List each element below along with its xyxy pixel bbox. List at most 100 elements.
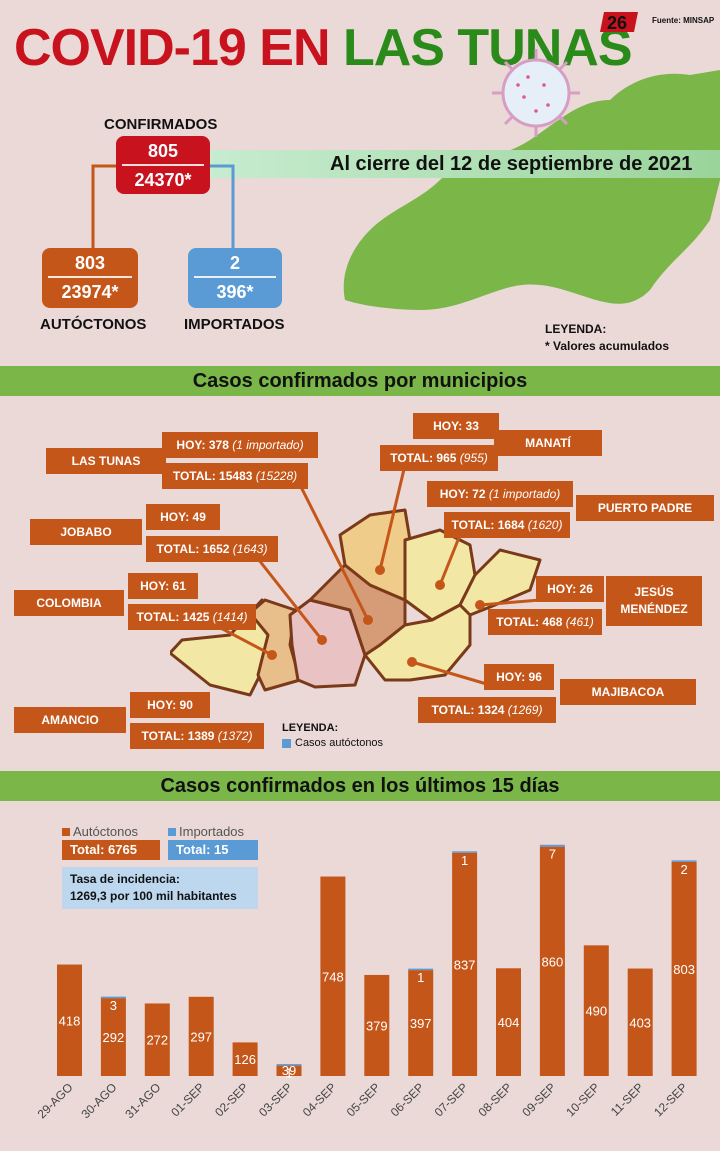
bar-autoctonos [627, 968, 653, 1076]
total-value: TOTAL: 965 [390, 451, 457, 465]
x-tick-label: 29-AGO [35, 1080, 76, 1121]
hoy-note: (1 importado) [488, 487, 561, 501]
total-value: TOTAL: 468 [496, 615, 563, 629]
data-label-autoctonos: 39 [282, 1063, 296, 1078]
page-title: COVID-19 EN LAS TUNAS [14, 18, 633, 78]
data-label-importados: 1 [417, 970, 424, 985]
data-label-importados: 1 [461, 853, 468, 868]
x-tick-label: 09-SEP [519, 1080, 558, 1119]
data-label-autoctonos: 490 [585, 1004, 607, 1019]
legend-label-importados: Importados [179, 824, 245, 839]
logo-text: 26 [607, 13, 627, 33]
total-importados-box: Total: 15 [168, 840, 258, 860]
data-label-autoctonos: 297 [190, 1029, 212, 1044]
municipio-name-amancio: AMANCIO [14, 707, 126, 733]
hoy-value: HOY: 378 [176, 438, 229, 452]
data-label-importados: 3 [110, 998, 117, 1013]
bar-importados [539, 844, 565, 847]
x-tick-label: 02-SEP [212, 1080, 251, 1119]
map-legend-text: Casos autóctonos [295, 737, 384, 749]
municipio-total-puerto-padre: TOTAL: 1684 (1620) [444, 512, 570, 538]
total-value: TOTAL: 1425 [136, 610, 210, 624]
municipio-total-amancio: TOTAL: 1389 (1372) [130, 723, 264, 749]
municipio-name-colombia: COLOMBIA [14, 590, 124, 616]
municipio-total-jobabo: TOTAL: 1652 (1643) [146, 536, 278, 562]
data-label-autoctonos: 418 [59, 1013, 81, 1028]
name-line-2: MENÉNDEZ [620, 602, 688, 616]
municipio-total-manati: TOTAL: 965 (955) [380, 445, 498, 471]
bar-autoctonos [276, 1065, 302, 1076]
date-banner [210, 150, 720, 178]
total-note: (955) [459, 451, 488, 465]
data-label-autoctonos: 803 [673, 962, 695, 977]
total-value: TOTAL: 1684 [451, 518, 525, 532]
bar-autoctonos [100, 998, 126, 1076]
bar-autoctonos [671, 861, 697, 1076]
bar-autoctonos [408, 970, 434, 1076]
total-autoctonos-box: Total: 6765 [62, 840, 160, 860]
bar-autoctonos [496, 968, 521, 1076]
bar-autoctonos [364, 974, 390, 1076]
total-value: TOTAL: 1389 [141, 729, 215, 743]
x-tick-label: 08-SEP [475, 1080, 514, 1119]
hoy-note: (1 importado) [232, 438, 304, 452]
bar-autoctonos [452, 852, 478, 1076]
data-label-importados: 7 [549, 847, 556, 862]
x-tick-label: 03-SEP [256, 1080, 295, 1119]
total-note: (1372) [217, 729, 253, 743]
total-note: (1414) [212, 610, 248, 624]
legend-swatch-importados [168, 828, 176, 836]
municipios-heading: Casos confirmados por municipios [0, 366, 720, 396]
confirmed-label: CONFIRMADOS [104, 116, 218, 133]
summary-legend-text: * Valores acumulados [545, 339, 670, 353]
map-legend-title: LEYENDA: [282, 722, 339, 734]
municipio-total-las-tunas: TOTAL: 15483 (15228) [162, 463, 308, 489]
chart-heading: Casos confirmados en los últimos 15 días [0, 771, 720, 801]
bar-autoctonos [320, 876, 346, 1076]
data-label-autoctonos: 837 [454, 957, 476, 972]
municipio-hoy-majibacoa: HOY: 96 [484, 664, 554, 690]
total-value: TOTAL: 1324 [431, 703, 505, 717]
bar-autoctonos [144, 1003, 170, 1076]
bar-autoctonos [188, 996, 214, 1076]
data-label-importados: 1 [285, 1066, 292, 1081]
incidence-line-2: 1269,3 por 100 mil habitantes [70, 889, 237, 903]
municipio-hoy-amancio: HOY: 90 [130, 692, 210, 718]
bar-importados [100, 996, 126, 999]
municipio-hoy-las-tunas: HOY: 378 (1 importado) [162, 432, 318, 458]
x-tick-label: 30-AGO [78, 1080, 119, 1121]
confirmed-today: 805 [147, 141, 179, 161]
x-tick-label: 01-SEP [168, 1080, 207, 1119]
map-legend-swatch [282, 739, 291, 748]
total-note: (15228) [255, 469, 298, 483]
confirmed-box: 805 24370* [116, 136, 210, 194]
bar-autoctonos [583, 945, 609, 1076]
date-banner-text: Al cierre del 12 de septiembre de 2021 [330, 153, 693, 175]
confirmed-total: 24370* [122, 164, 204, 194]
title-green-part: LAS TUNAS [342, 19, 633, 77]
total-value: TOTAL: 15483 [172, 469, 253, 483]
legend-label-autoctonos: Autóctonos [73, 824, 139, 839]
data-label-autoctonos: 292 [103, 1030, 125, 1045]
bar-importados [452, 851, 478, 853]
municipio-name-manati: MANATÍ [494, 430, 602, 456]
importados-label: IMPORTADOS [184, 316, 285, 333]
x-tick-label: 06-SEP [388, 1080, 427, 1119]
autoctonos-total: 23974* [48, 276, 132, 306]
municipio-total-majibacoa: TOTAL: 1324 (1269) [418, 697, 556, 723]
total-note: (1269) [507, 703, 543, 717]
total-note: (1643) [232, 542, 268, 556]
data-label-autoctonos: 860 [542, 954, 564, 969]
importados-total: 396* [194, 276, 276, 306]
incidence-line-1: Tasa de incidencia: [70, 872, 180, 886]
x-tick-label: 07-SEP [432, 1080, 471, 1119]
municipio-total-jesus-menendez: TOTAL: 468 (461) [488, 609, 602, 635]
municipios-leaders [214, 464, 541, 687]
bar-importados [408, 968, 434, 971]
bar-chart: 418 29-AGO 3 292 30-AGO 272 31-AGO 297 01-SEP 126… [35, 844, 697, 1121]
bar-autoctonos [232, 1042, 258, 1076]
x-tick-label: 12-SEP [651, 1080, 690, 1119]
bar-autoctonos [539, 846, 565, 1076]
incidence-box: Tasa de incidencia: 1269,3 por 100 mil h… [62, 867, 258, 909]
data-label-autoctonos: 272 [146, 1033, 168, 1048]
